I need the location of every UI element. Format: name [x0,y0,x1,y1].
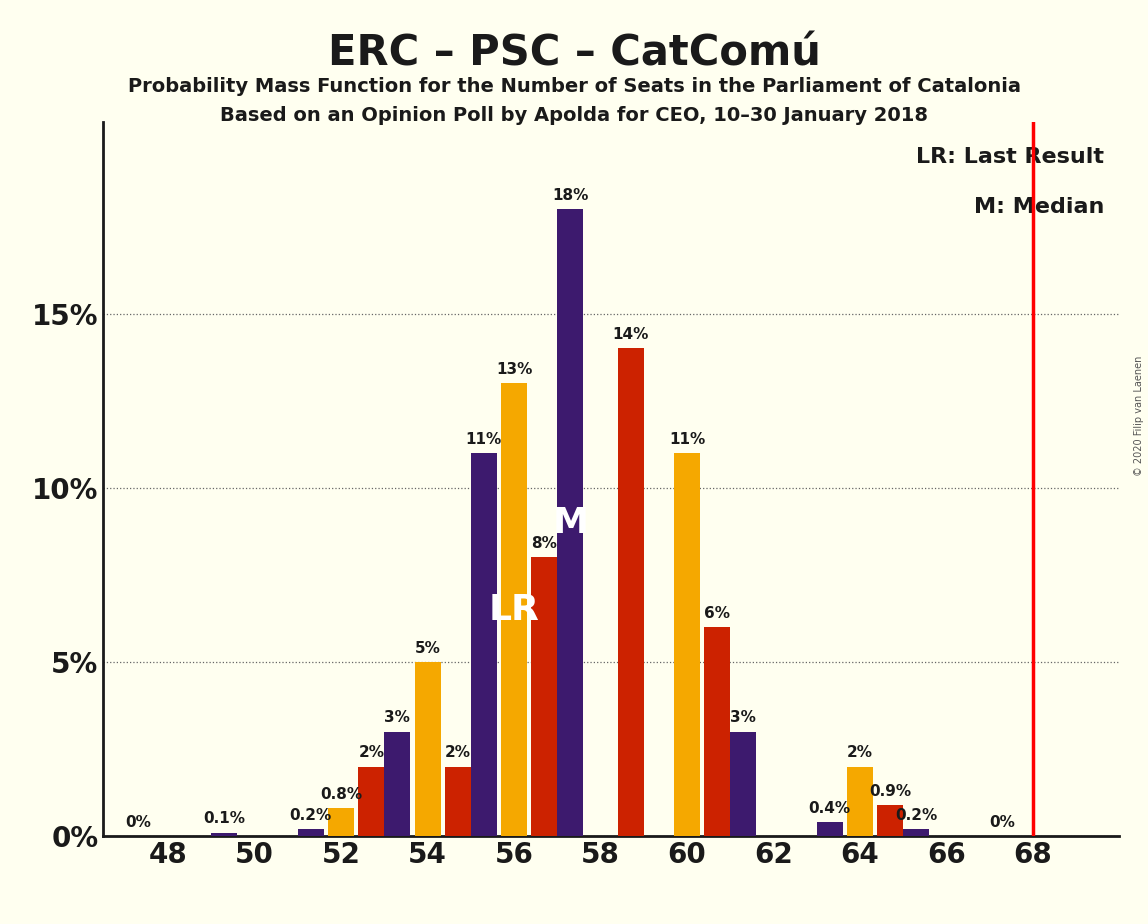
Text: 0.1%: 0.1% [203,811,246,826]
Text: 6%: 6% [704,606,730,621]
Text: LR: LR [489,593,540,626]
Text: 0.2%: 0.2% [289,808,332,823]
Bar [674,453,700,836]
Bar [557,209,583,836]
Text: 2%: 2% [847,746,872,760]
Text: 0.8%: 0.8% [320,787,362,802]
Bar [414,662,441,836]
Bar [385,732,410,836]
Text: M: M [552,505,588,540]
Bar [297,829,324,836]
Bar [501,383,527,836]
Bar [358,767,385,836]
Text: M: Median: M: Median [974,197,1104,217]
Text: 3%: 3% [385,711,410,725]
Bar [730,732,757,836]
Text: ERC – PSC – CatComú: ERC – PSC – CatComú [327,32,821,74]
Text: 5%: 5% [414,640,441,656]
Text: 0.4%: 0.4% [808,801,851,816]
Text: 11%: 11% [669,432,705,446]
Bar [445,767,471,836]
Bar [328,808,354,836]
Text: 11%: 11% [466,432,502,446]
Text: Based on an Opinion Poll by Apolda for CEO, 10–30 January 2018: Based on an Opinion Poll by Apolda for C… [220,106,928,126]
Text: Probability Mass Function for the Number of Seats in the Parliament of Catalonia: Probability Mass Function for the Number… [127,77,1021,96]
Text: LR: Last Result: LR: Last Result [916,147,1104,167]
Bar [618,348,644,836]
Text: 2%: 2% [444,746,471,760]
Text: 0.2%: 0.2% [895,808,937,823]
Text: 0%: 0% [990,815,1016,830]
Text: 18%: 18% [552,188,589,202]
Text: 3%: 3% [730,711,757,725]
Bar [532,557,557,836]
Bar [847,767,872,836]
Bar [903,829,929,836]
Text: 2%: 2% [358,746,385,760]
Bar [704,627,730,836]
Text: 0%: 0% [125,815,150,830]
Text: © 2020 Filip van Laenen: © 2020 Filip van Laenen [1134,356,1143,476]
Text: 14%: 14% [613,327,649,342]
Bar [877,805,903,836]
Text: 0.9%: 0.9% [869,784,912,798]
Text: 8%: 8% [532,536,557,552]
Bar [816,822,843,836]
Bar [471,453,497,836]
Text: 13%: 13% [496,362,533,377]
Bar [211,833,238,836]
